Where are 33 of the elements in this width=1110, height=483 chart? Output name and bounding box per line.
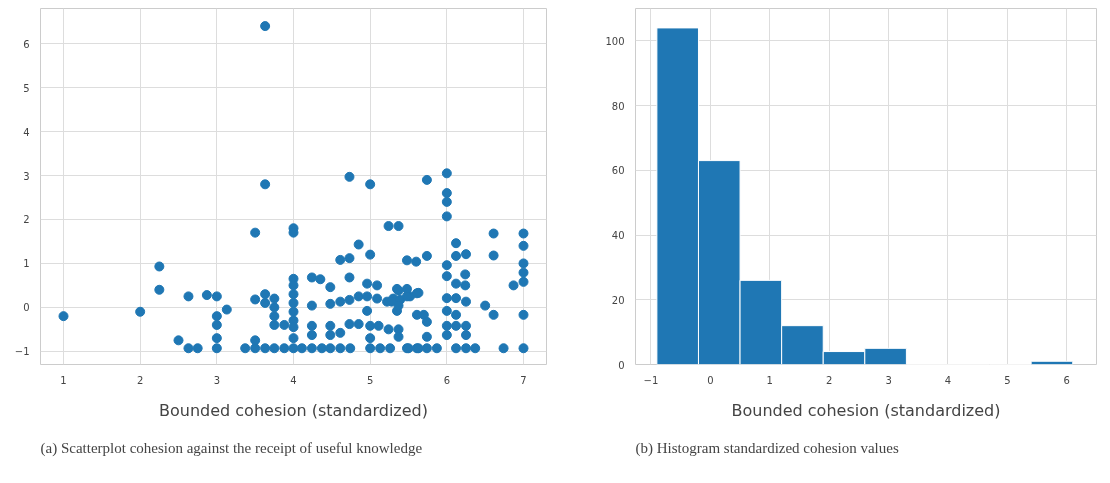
x-tick-label: 2	[136, 374, 144, 386]
text: (b) Histogram standardized cohesion values	[635, 439, 899, 457]
x-tick-label: 4	[290, 374, 297, 386]
x-tick-label: 3	[213, 374, 221, 386]
y-tick-label: 40	[611, 230, 625, 242]
y-tick-label: 20	[611, 294, 625, 306]
y-tick-label: 1	[23, 258, 30, 270]
x-tick-label: 3	[885, 374, 892, 386]
y-tick-label: 4	[23, 126, 30, 138]
y-tick-label: 0	[618, 359, 625, 371]
x-tick-label: 6	[1063, 374, 1070, 386]
x-tick-label: 5	[1004, 374, 1011, 386]
y-tick-label: 3	[23, 170, 30, 182]
y-tick-label: 0	[23, 302, 30, 314]
y-tick-label: 6	[23, 38, 30, 50]
x-tick-label: 4	[944, 374, 952, 386]
y-tick-label: 2	[23, 214, 30, 226]
x-tick-label: −1	[643, 374, 659, 386]
text: (a) Scatterplot cohesion against the receipt of useful knowledge	[40, 439, 423, 457]
y-tick-label: 5	[23, 82, 30, 94]
x-axis-title: Bounded cohesion (standardized)	[159, 400, 428, 420]
x-tick-label: 5	[366, 374, 374, 386]
x-tick-label: 1	[60, 374, 67, 386]
x-tick-label: 2	[825, 374, 833, 386]
x-tick-label: 1	[766, 374, 773, 386]
y-tick-label: −1	[14, 346, 30, 358]
y-tick-label: 100	[605, 35, 625, 47]
x-axis-title: Bounded cohesion (standardized)	[731, 400, 1001, 420]
x-tick-label: 0	[707, 374, 714, 386]
x-tick-label: 7	[520, 374, 527, 386]
y-tick-label: 60	[611, 165, 625, 177]
x-tick-label: 6	[443, 374, 451, 386]
y-tick-label: 80	[611, 100, 625, 112]
